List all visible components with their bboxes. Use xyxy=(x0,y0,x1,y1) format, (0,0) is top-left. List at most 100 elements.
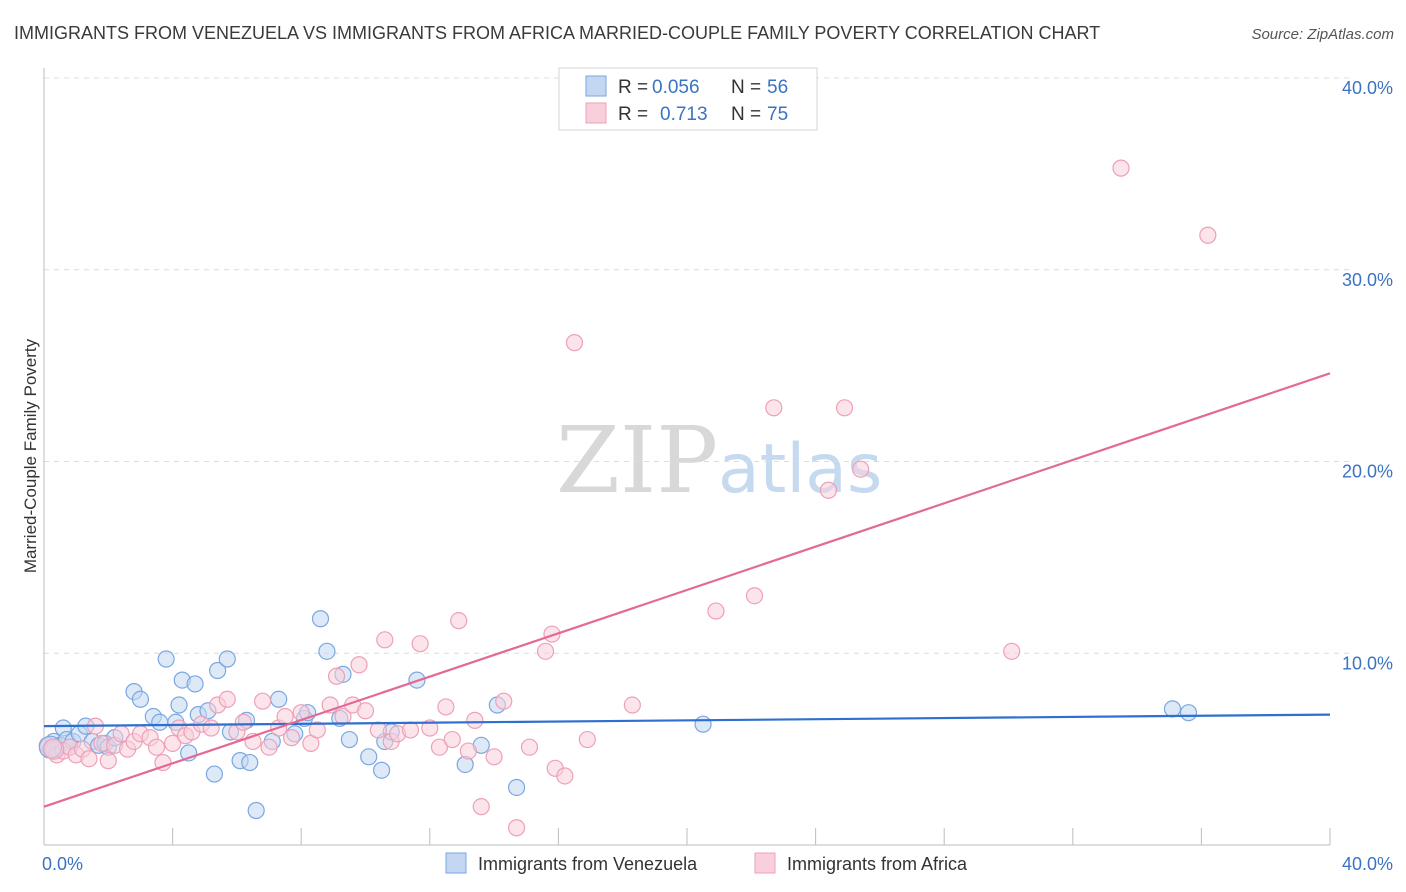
point-africa xyxy=(437,698,455,716)
point-africa xyxy=(376,631,394,649)
point-africa xyxy=(485,748,503,766)
point-venezuela xyxy=(218,650,236,668)
point-africa xyxy=(282,729,301,747)
grid xyxy=(44,77,1350,654)
point-venezuela xyxy=(318,642,336,660)
point-venezuela xyxy=(151,713,169,731)
chart-source: Source: ZipAtlas.com xyxy=(1251,26,1394,43)
tick-labels: 10.0% 20.0% 30.0% 40.0% 0.0% 40.0% xyxy=(42,78,1393,874)
point-africa xyxy=(421,719,439,737)
series-venezuela-points xyxy=(41,610,1198,820)
legend-r-label-venezuela: R = xyxy=(618,77,648,98)
point-africa xyxy=(276,707,294,726)
point-venezuela xyxy=(340,730,359,749)
point-africa xyxy=(472,798,490,816)
point-africa xyxy=(401,721,420,739)
series-legend: Immigrants from Venezuela Immigrants fro… xyxy=(445,852,968,874)
series-legend-swatch-africa xyxy=(754,852,776,874)
point-africa xyxy=(1199,226,1217,244)
stats-legend: R = 0.056 N = 56 R = 0.713 N = 75 xyxy=(558,67,818,131)
point-venezuela xyxy=(186,675,204,693)
point-africa xyxy=(536,642,555,660)
legend-n-value-venezuela: 56 xyxy=(767,77,788,98)
point-africa xyxy=(745,587,764,605)
x-tick-label: 0.0% xyxy=(42,854,83,874)
point-africa xyxy=(218,690,236,708)
series-legend-swatch-venezuela xyxy=(445,852,467,874)
point-africa xyxy=(254,692,272,710)
point-africa xyxy=(819,481,838,499)
point-venezuela xyxy=(1179,704,1198,722)
point-africa xyxy=(466,711,484,729)
point-africa xyxy=(520,738,539,756)
point-africa xyxy=(202,719,220,737)
point-africa xyxy=(164,734,182,752)
y-tick-label: 40.0% xyxy=(1342,78,1393,98)
point-africa xyxy=(623,696,641,714)
point-venezuela xyxy=(131,690,150,708)
series-legend-label-venezuela: Immigrants from Venezuela xyxy=(478,854,698,874)
point-africa xyxy=(411,635,429,653)
point-africa xyxy=(450,612,468,630)
point-africa xyxy=(852,460,870,478)
point-venezuela xyxy=(205,765,223,783)
point-africa xyxy=(369,721,387,739)
point-africa xyxy=(1112,159,1130,177)
point-africa xyxy=(765,399,783,417)
series-legend-label-africa: Immigrants from Africa xyxy=(787,854,968,874)
point-africa xyxy=(234,713,252,731)
trend-line-venezuela xyxy=(43,713,1331,728)
watermark-zip: ZIP xyxy=(556,407,718,514)
point-africa xyxy=(147,738,166,756)
legend-n-label-africa: N = xyxy=(731,104,761,125)
y-tick-label: 10.0% xyxy=(1342,653,1393,673)
point-venezuela xyxy=(247,801,265,820)
point-africa xyxy=(430,738,449,756)
trend-lines xyxy=(43,372,1331,808)
y-axis-title: Married-Couple Family Poverty xyxy=(21,338,40,573)
point-africa xyxy=(543,625,561,643)
legend-r-value-africa: 0.713 xyxy=(660,104,708,125)
legend-n-label-venezuela: N = xyxy=(731,77,761,98)
legend-n-value-africa: 75 xyxy=(767,104,788,125)
points xyxy=(38,159,1217,837)
point-africa xyxy=(350,656,368,674)
point-africa xyxy=(260,738,278,756)
x-tick-label: 40.0% xyxy=(1342,854,1393,874)
point-venezuela xyxy=(157,650,175,668)
point-africa xyxy=(99,752,117,770)
point-africa xyxy=(154,753,172,772)
legend-swatch-africa xyxy=(585,102,607,124)
watermark: ZIP atlas xyxy=(556,407,882,514)
point-africa xyxy=(578,730,596,749)
point-africa xyxy=(1003,642,1021,660)
point-venezuela xyxy=(694,715,712,733)
legend-swatch-venezuela xyxy=(585,75,607,97)
point-venezuela xyxy=(241,753,259,772)
point-africa xyxy=(80,750,98,768)
chart-title: IMMIGRANTS FROM VENEZUELA VS IMMIGRANTS … xyxy=(14,23,1100,43)
point-venezuela xyxy=(209,661,227,680)
point-venezuela xyxy=(360,748,378,766)
point-venezuela xyxy=(170,696,188,714)
y-tick-label: 30.0% xyxy=(1342,270,1393,290)
point-africa xyxy=(835,399,854,417)
legend-r-label-africa: R = xyxy=(618,104,648,125)
point-venezuela xyxy=(1163,700,1182,718)
point-venezuela xyxy=(508,778,526,797)
point-africa xyxy=(459,742,477,760)
point-africa xyxy=(308,721,326,739)
point-venezuela xyxy=(270,690,288,708)
trend-line-africa xyxy=(43,372,1331,808)
point-africa xyxy=(356,702,375,720)
point-venezuela xyxy=(311,610,330,628)
point-africa xyxy=(565,334,584,352)
point-africa xyxy=(327,667,346,685)
legend-r-value-venezuela: 0.056 xyxy=(652,77,700,98)
point-africa xyxy=(495,692,513,710)
point-africa xyxy=(508,819,526,837)
y-tick-label: 20.0% xyxy=(1342,462,1393,482)
point-africa-cluster xyxy=(43,738,65,760)
point-africa xyxy=(556,767,574,785)
